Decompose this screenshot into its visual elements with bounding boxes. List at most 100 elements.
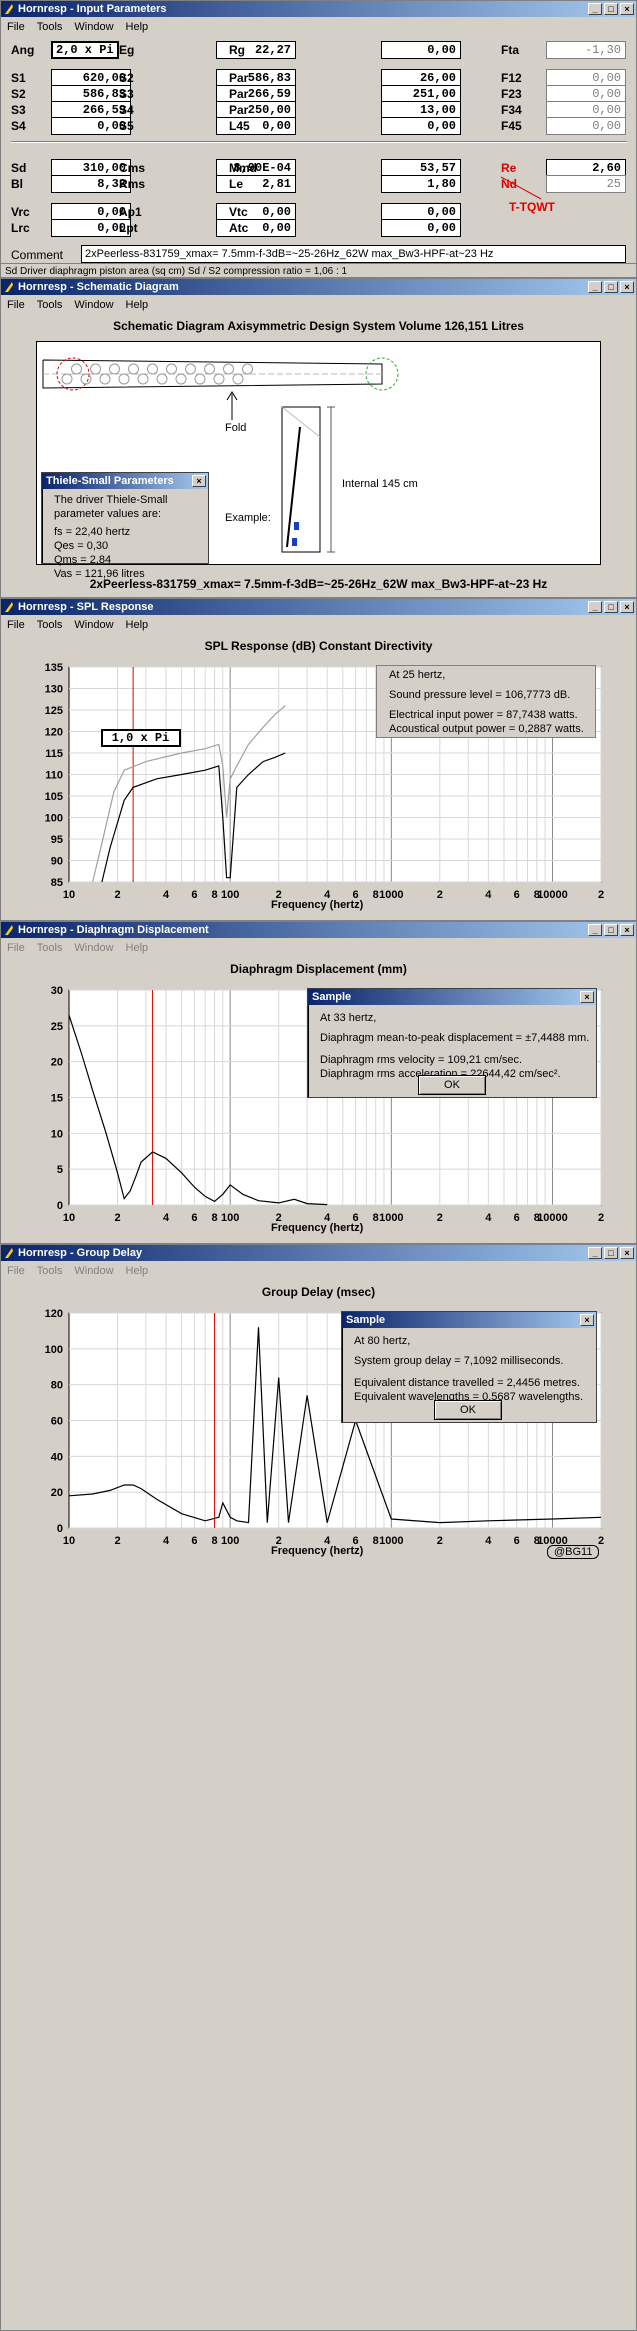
- menu-bar: File Tools Window Help: [1, 18, 636, 35]
- comment-field[interactable]: 2xPeerless-831759_xmax= 7.5mm-f-3dB=~25-…: [81, 245, 626, 263]
- x-tick-label: 8: [211, 1535, 217, 1547]
- x-tick-label: 2: [437, 889, 443, 901]
- close-button[interactable]: ×: [620, 281, 634, 293]
- dialog-close-button[interactable]: ×: [192, 475, 206, 487]
- param-field-lpt[interactable]: 0,00: [216, 219, 296, 237]
- x-tick-label: 100: [221, 1212, 239, 1224]
- menu-help[interactable]: Help: [125, 20, 149, 33]
- menu-tools[interactable]: Tools: [36, 1264, 63, 1277]
- chart-svg: 85 90 95 100 105 110 115 120 125 130 135 10 2 4 6 8 100 2…: [45, 662, 604, 901]
- close-button[interactable]: ×: [620, 924, 634, 936]
- title-bar: Hornresp - Group Delay _ □ ×: [1, 1245, 636, 1261]
- maximize-button[interactable]: □: [604, 924, 618, 936]
- menu-tools[interactable]: Tools: [36, 20, 63, 33]
- series-line: [68, 1327, 602, 1524]
- x-tick-label: 1000: [379, 1212, 403, 1224]
- minimize-button[interactable]: _: [588, 601, 602, 613]
- param-field-ang[interactable]: 2,0 x Pi: [51, 41, 119, 59]
- param-field-par[interactable]: 251,00: [381, 85, 461, 103]
- x-tick-label: 4: [485, 1212, 492, 1224]
- param-label: S2: [119, 71, 134, 85]
- menu-file[interactable]: File: [7, 618, 25, 631]
- menu-file[interactable]: File: [7, 20, 25, 33]
- param-field-nd[interactable]: 25: [546, 175, 626, 193]
- maximize-button[interactable]: □: [604, 281, 618, 293]
- y-tick-label: 110: [45, 770, 63, 782]
- menu-help[interactable]: Help: [125, 1264, 149, 1277]
- y-tick-label: 125: [45, 705, 63, 717]
- maximize-button[interactable]: □: [604, 1247, 618, 1259]
- maximize-button[interactable]: □: [604, 601, 618, 613]
- dlg-wavelengths: Equivalent wavelengths = 0,5687 waveleng…: [354, 1391, 584, 1403]
- param-field-bl[interactable]: 8,32: [51, 175, 131, 193]
- maximize-button[interactable]: □: [604, 3, 618, 15]
- menu-tools[interactable]: Tools: [36, 941, 63, 954]
- x-tick-label: 2: [276, 889, 282, 901]
- menu-tools[interactable]: Tools: [36, 298, 63, 311]
- menu-file[interactable]: File: [7, 298, 25, 311]
- param-field-sd[interactable]: 310,00: [51, 159, 131, 177]
- param-label: Atc: [229, 221, 249, 235]
- x-tick-label: 8: [211, 889, 217, 901]
- driver-blob: [71, 363, 82, 375]
- param-field-lrc[interactable]: 0,00: [51, 219, 131, 237]
- param-field-atc[interactable]: 0,00: [381, 219, 461, 237]
- param-field-par[interactable]: 13,00: [381, 101, 461, 119]
- menu-help[interactable]: Help: [125, 618, 149, 631]
- window-title: Hornresp - SPL Response: [18, 601, 154, 613]
- menu-window[interactable]: Window: [74, 1264, 114, 1277]
- menu-window[interactable]: Window: [74, 298, 114, 311]
- x-tick-label: 2: [437, 1535, 443, 1547]
- x-tick-label: 4: [485, 1535, 492, 1547]
- param-field-fta[interactable]: -1,30: [546, 41, 626, 59]
- menu-tools[interactable]: Tools: [36, 618, 63, 631]
- schematic-diagram-window: Hornresp - Schematic Diagram _ □ × File …: [0, 278, 637, 598]
- minimize-button[interactable]: _: [588, 281, 602, 293]
- ts-qes: Qes = 0,30: [54, 540, 109, 552]
- minimize-button[interactable]: _: [588, 1247, 602, 1259]
- param-label: Fta: [501, 43, 519, 57]
- dialog-close-button[interactable]: ×: [580, 1314, 594, 1326]
- param-field-s3[interactable]: 266,59: [216, 85, 296, 103]
- menu-window[interactable]: Window: [74, 20, 114, 33]
- param-field-rg[interactable]: 0,00: [381, 41, 461, 59]
- close-button[interactable]: ×: [620, 3, 634, 15]
- minimize-button[interactable]: _: [588, 924, 602, 936]
- param-field-l45[interactable]: 0,00: [381, 117, 461, 135]
- param-field-rms[interactable]: 2,81: [216, 175, 296, 193]
- x-tick-label: 2: [598, 889, 604, 901]
- ok-button[interactable]: OK: [434, 1400, 502, 1420]
- dialog-close-button[interactable]: ×: [580, 991, 594, 1003]
- ok-button[interactable]: OK: [418, 1075, 486, 1095]
- param-field-le[interactable]: 1,80: [381, 175, 461, 193]
- param-field-s4[interactable]: 0,00: [51, 117, 131, 135]
- close-button[interactable]: ×: [620, 601, 634, 613]
- separator: [11, 141, 627, 143]
- menu-help[interactable]: Help: [125, 941, 149, 954]
- y-tick-label: 20: [51, 1057, 63, 1069]
- y-tick-label: 25: [51, 1021, 63, 1033]
- param-field-eg[interactable]: 22,27: [216, 41, 296, 59]
- dlg-acceleration: Diaphragm rms acceleration = 22644,42 cm…: [320, 1068, 561, 1080]
- param-field-s2[interactable]: 586,83: [51, 85, 131, 103]
- menu-file[interactable]: File: [7, 941, 25, 954]
- menu-window[interactable]: Window: [74, 941, 114, 954]
- menu-file[interactable]: File: [7, 1264, 25, 1277]
- minimize-button[interactable]: _: [588, 3, 602, 15]
- menu-window[interactable]: Window: [74, 618, 114, 631]
- hornresp-icon: [3, 281, 15, 293]
- param-field-f45[interactable]: 0,00: [546, 117, 626, 135]
- status-bar: Sd Driver diaphragm piston area (sq cm) …: [1, 263, 636, 277]
- close-button[interactable]: ×: [620, 1247, 634, 1259]
- param-label: Rg: [229, 43, 245, 57]
- driver-blob: [137, 373, 149, 385]
- param-label: Le: [229, 177, 244, 191]
- x-tick-label: 10: [63, 1212, 75, 1224]
- dialog-title: Sample ×: [342, 1312, 596, 1328]
- menu-help[interactable]: Help: [125, 298, 149, 311]
- param-label: S2: [11, 87, 26, 101]
- y-tick-label: 20: [51, 1487, 63, 1499]
- driver-blob: [147, 363, 158, 375]
- param-field-s5[interactable]: 0,00: [216, 117, 296, 135]
- x-tick-label: 6: [191, 1535, 197, 1547]
